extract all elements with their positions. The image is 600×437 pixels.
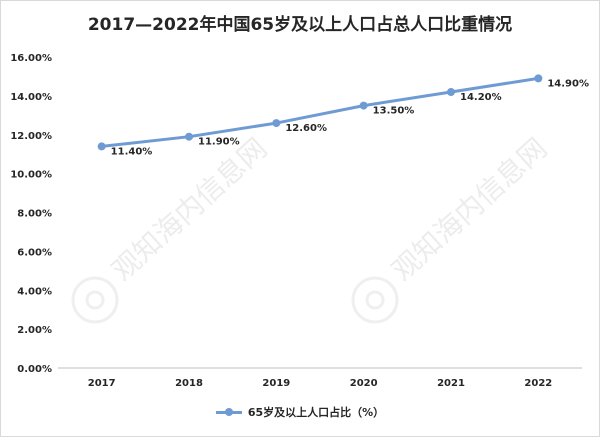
data-point [97, 142, 106, 151]
watermark-logo [351, 276, 399, 324]
legend-swatch [215, 407, 242, 417]
legend-label: 65岁及以上人口占比（%） [247, 406, 385, 419]
watermark-logo-inner [365, 290, 385, 310]
legend: 65岁及以上人口占比（%） [0, 404, 600, 420]
data-point [447, 87, 455, 96]
y-tick-label: 4.00% [17, 286, 52, 297]
data-point [272, 119, 281, 128]
x-tick-label: 2022 [524, 378, 552, 389]
watermark-2: 观知海内信息网 [351, 132, 554, 324]
series-line [100, 76, 540, 148]
y-tick-label: 0.00% [17, 364, 52, 375]
data-point [185, 132, 193, 141]
data-point [534, 74, 543, 83]
x-tick-label: 2018 [175, 378, 203, 389]
x-tick-label: 2021 [437, 378, 465, 389]
data-label: 14.90% [547, 78, 589, 89]
watermark-text: 观知海内信息网 [386, 132, 554, 288]
chart-title: 2017—2022年中国65岁及以上人口占总人口比重情况 [87, 15, 513, 35]
y-tick-label: 2.00% [17, 325, 52, 336]
y-tick-label: 16.00% [10, 53, 52, 64]
x-tick-label: 2019 [262, 378, 290, 389]
y-tick-label: 6.00% [17, 247, 52, 258]
data-label: 11.90% [198, 137, 240, 148]
watermark-logo-inner [85, 290, 105, 310]
data-label: 14.20% [460, 92, 502, 103]
y-tick-label: 12.00% [10, 131, 52, 142]
data-label: 11.40% [111, 146, 153, 157]
y-tick-label: 8.00% [17, 209, 52, 220]
data-point [359, 101, 368, 110]
watermark-logo [71, 276, 119, 324]
x-tick-label: 2020 [350, 378, 378, 389]
data-label: 13.50% [373, 106, 415, 117]
x-tick-label: 2017 [88, 378, 116, 389]
y-tick-label: 10.00% [10, 170, 52, 181]
data-label: 12.60% [285, 123, 327, 134]
watermark-1: 观知海内信息网 [71, 132, 273, 324]
y-tick-label: 14.00% [10, 92, 52, 103]
